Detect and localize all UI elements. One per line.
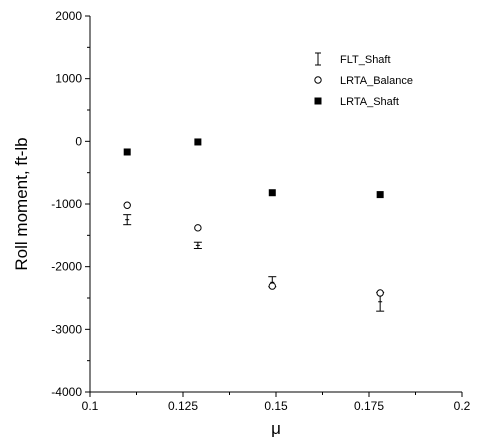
legend-item: LRTA_Shaft	[314, 96, 399, 108]
x-tick-label: 0.2	[454, 399, 471, 413]
y-axis: 2000 1000 0 -1000 -2000 -3000 -4000	[51, 9, 91, 399]
legend: FLT_Shaft LRTA_Balance LRTA_Shaft	[314, 52, 413, 108]
x-axis-title: μ	[271, 419, 281, 438]
series-lrta-shaft	[123, 138, 384, 199]
data-point-lrta-shaft	[268, 189, 276, 197]
y-tick-label: 1000	[55, 72, 82, 86]
data-point-lrta-balance	[194, 224, 202, 232]
y-tick-label: 0	[75, 134, 82, 148]
legend-marker-square	[314, 97, 322, 105]
data-point-lrta-shaft	[123, 148, 131, 156]
series-layer	[123, 138, 385, 312]
series-lrta-balance	[123, 201, 384, 297]
y-tick-label: 2000	[55, 9, 82, 23]
legend-marker-circle	[314, 76, 322, 84]
legend-label: FLT_Shaft	[340, 54, 391, 66]
data-point-lrta-shaft	[194, 138, 202, 146]
x-tick-label: 0.175	[354, 399, 384, 413]
y-tick-label: -3000	[51, 322, 82, 336]
legend-item: FLT_Shaft	[315, 52, 391, 66]
data-point-lrta-balance	[123, 201, 131, 209]
y-tick-label: -1000	[51, 197, 82, 211]
legend-label: LRTA_Balance	[340, 75, 413, 87]
legend-label: LRTA_Shaft	[340, 96, 399, 108]
x-tick-label: 0.15	[264, 399, 288, 413]
data-point-flt-shaft	[123, 214, 132, 226]
y-tick-label: -2000	[51, 260, 82, 274]
legend-item: LRTA_Balance	[314, 75, 413, 87]
data-point-flt-shaft	[193, 241, 202, 249]
y-axis-title: Roll moment, ft-lb	[12, 137, 31, 270]
x-axis: 0.1 0.125 0.15 0.175 0.2	[82, 391, 471, 413]
y-tick-label: -4000	[51, 385, 82, 399]
data-point-lrta-balance	[268, 282, 276, 290]
data-point-lrta-balance	[376, 289, 384, 297]
data-point-lrta-shaft	[376, 191, 384, 199]
series-flt-shaft	[123, 214, 385, 312]
x-tick-label: 0.125	[168, 399, 198, 413]
x-tick-label: 0.1	[82, 399, 99, 413]
